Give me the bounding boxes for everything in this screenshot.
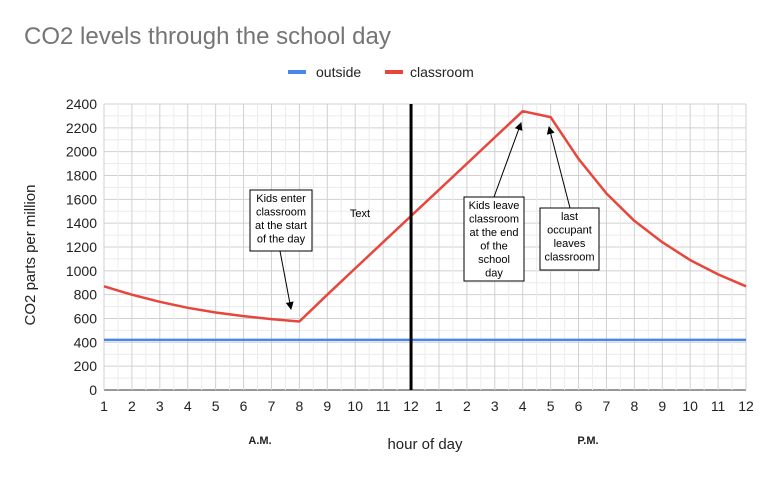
y-axis-label: CO2 parts per million [22, 185, 39, 326]
x-axis-ticks: 1 2 3 4 5 6 7 8 9 10 11 12 1 2 3 4 5 6 7 8 9 10 11 12 [100, 398, 754, 414]
x-tick-label: 8 [630, 398, 638, 414]
y-tick-label: 200 [74, 358, 98, 374]
annotation-box [463, 196, 525, 282]
y-tick-label: 1400 [66, 215, 97, 231]
x-tick-label: 8 [295, 398, 303, 414]
period-label-am: A.M. [248, 435, 271, 447]
x-tick-label: 12 [738, 398, 754, 414]
annotation-arrow [493, 122, 523, 198]
y-tick-label: 800 [74, 287, 98, 303]
x-tick-label: 12 [403, 398, 419, 414]
legend-label-classroom: classroom [410, 64, 474, 80]
x-tick-label: 2 [128, 398, 136, 414]
x-tick-label: 10 [347, 398, 363, 414]
y-tick-label: 2400 [66, 96, 97, 112]
x-tick-label: 9 [658, 398, 666, 414]
annotation-text-line: at the end [470, 227, 519, 239]
annotation-arrow [546, 126, 571, 209]
y-tick-label: 400 [74, 334, 98, 350]
x-tick-label: 5 [547, 398, 555, 414]
x-tick-label: 4 [519, 398, 527, 414]
grid [103, 103, 747, 391]
x-tick-label: 2 [463, 398, 471, 414]
x-tick-label: 3 [491, 398, 499, 414]
x-tick-label: 1 [100, 398, 108, 414]
annotation-text-line: school [478, 254, 510, 266]
annotation-text-line: day [485, 268, 503, 280]
y-tick-label: 1000 [66, 263, 97, 279]
y-axis-ticks: 0 200 400 600 800 1000 1200 1400 1600 1800 2000 220… [66, 96, 97, 398]
annotation-text-line: Kids leave [469, 200, 520, 212]
y-tick-label: 2200 [66, 120, 97, 136]
annotation-arrow [279, 250, 294, 310]
annotation-text-line: classroom [256, 207, 306, 219]
y-tick-label: 600 [74, 311, 98, 327]
x-tick-label: 10 [682, 398, 698, 414]
legend-label-outside: outside [316, 64, 361, 80]
x-tick-label: 11 [711, 398, 726, 414]
y-tick-label: 1200 [66, 239, 97, 255]
x-tick-label: 3 [156, 398, 164, 414]
series-line-classroom [103, 109, 747, 323]
x-tick-label: 9 [323, 398, 331, 414]
y-tick-label: 0 [89, 382, 97, 398]
annotation-box [539, 207, 600, 271]
annotation-box [249, 189, 313, 252]
x-tick-label: 7 [603, 398, 611, 414]
annotation-text-line: classroom [544, 252, 594, 264]
x-tick-label: 6 [575, 398, 583, 414]
y-tick-label: 1800 [66, 168, 97, 184]
y-tick-label: 2000 [66, 144, 97, 160]
x-tick-label: 7 [268, 398, 276, 414]
annotation-text-line: Text [350, 208, 370, 220]
x-tick-label: 1 [435, 398, 443, 414]
annotation-text-line: Kids enter [256, 193, 306, 205]
annotation-text-line: classroom [469, 214, 519, 226]
annotation-text-line: of the [480, 241, 508, 253]
annotation-text-line: occupant [547, 225, 592, 237]
annotation-text-line: of the day [257, 234, 306, 246]
period-label-pm: P.M. [577, 435, 598, 447]
series-lines [103, 109, 747, 342]
legend: outside classroom [288, 64, 474, 80]
annotation-text-line: leaves [554, 238, 586, 250]
x-tick-label: 11 [376, 398, 391, 414]
x-tick-label: 6 [240, 398, 248, 414]
annotation-text-line: at the start [255, 220, 307, 232]
chart-title: CO2 levels through the school day [24, 23, 391, 50]
annotation-text-line: last [561, 211, 578, 223]
x-tick-label: 4 [184, 398, 192, 414]
x-axis-label: hour of day [387, 436, 463, 453]
x-tick-label: 5 [212, 398, 220, 414]
y-tick-label: 1600 [66, 191, 97, 207]
